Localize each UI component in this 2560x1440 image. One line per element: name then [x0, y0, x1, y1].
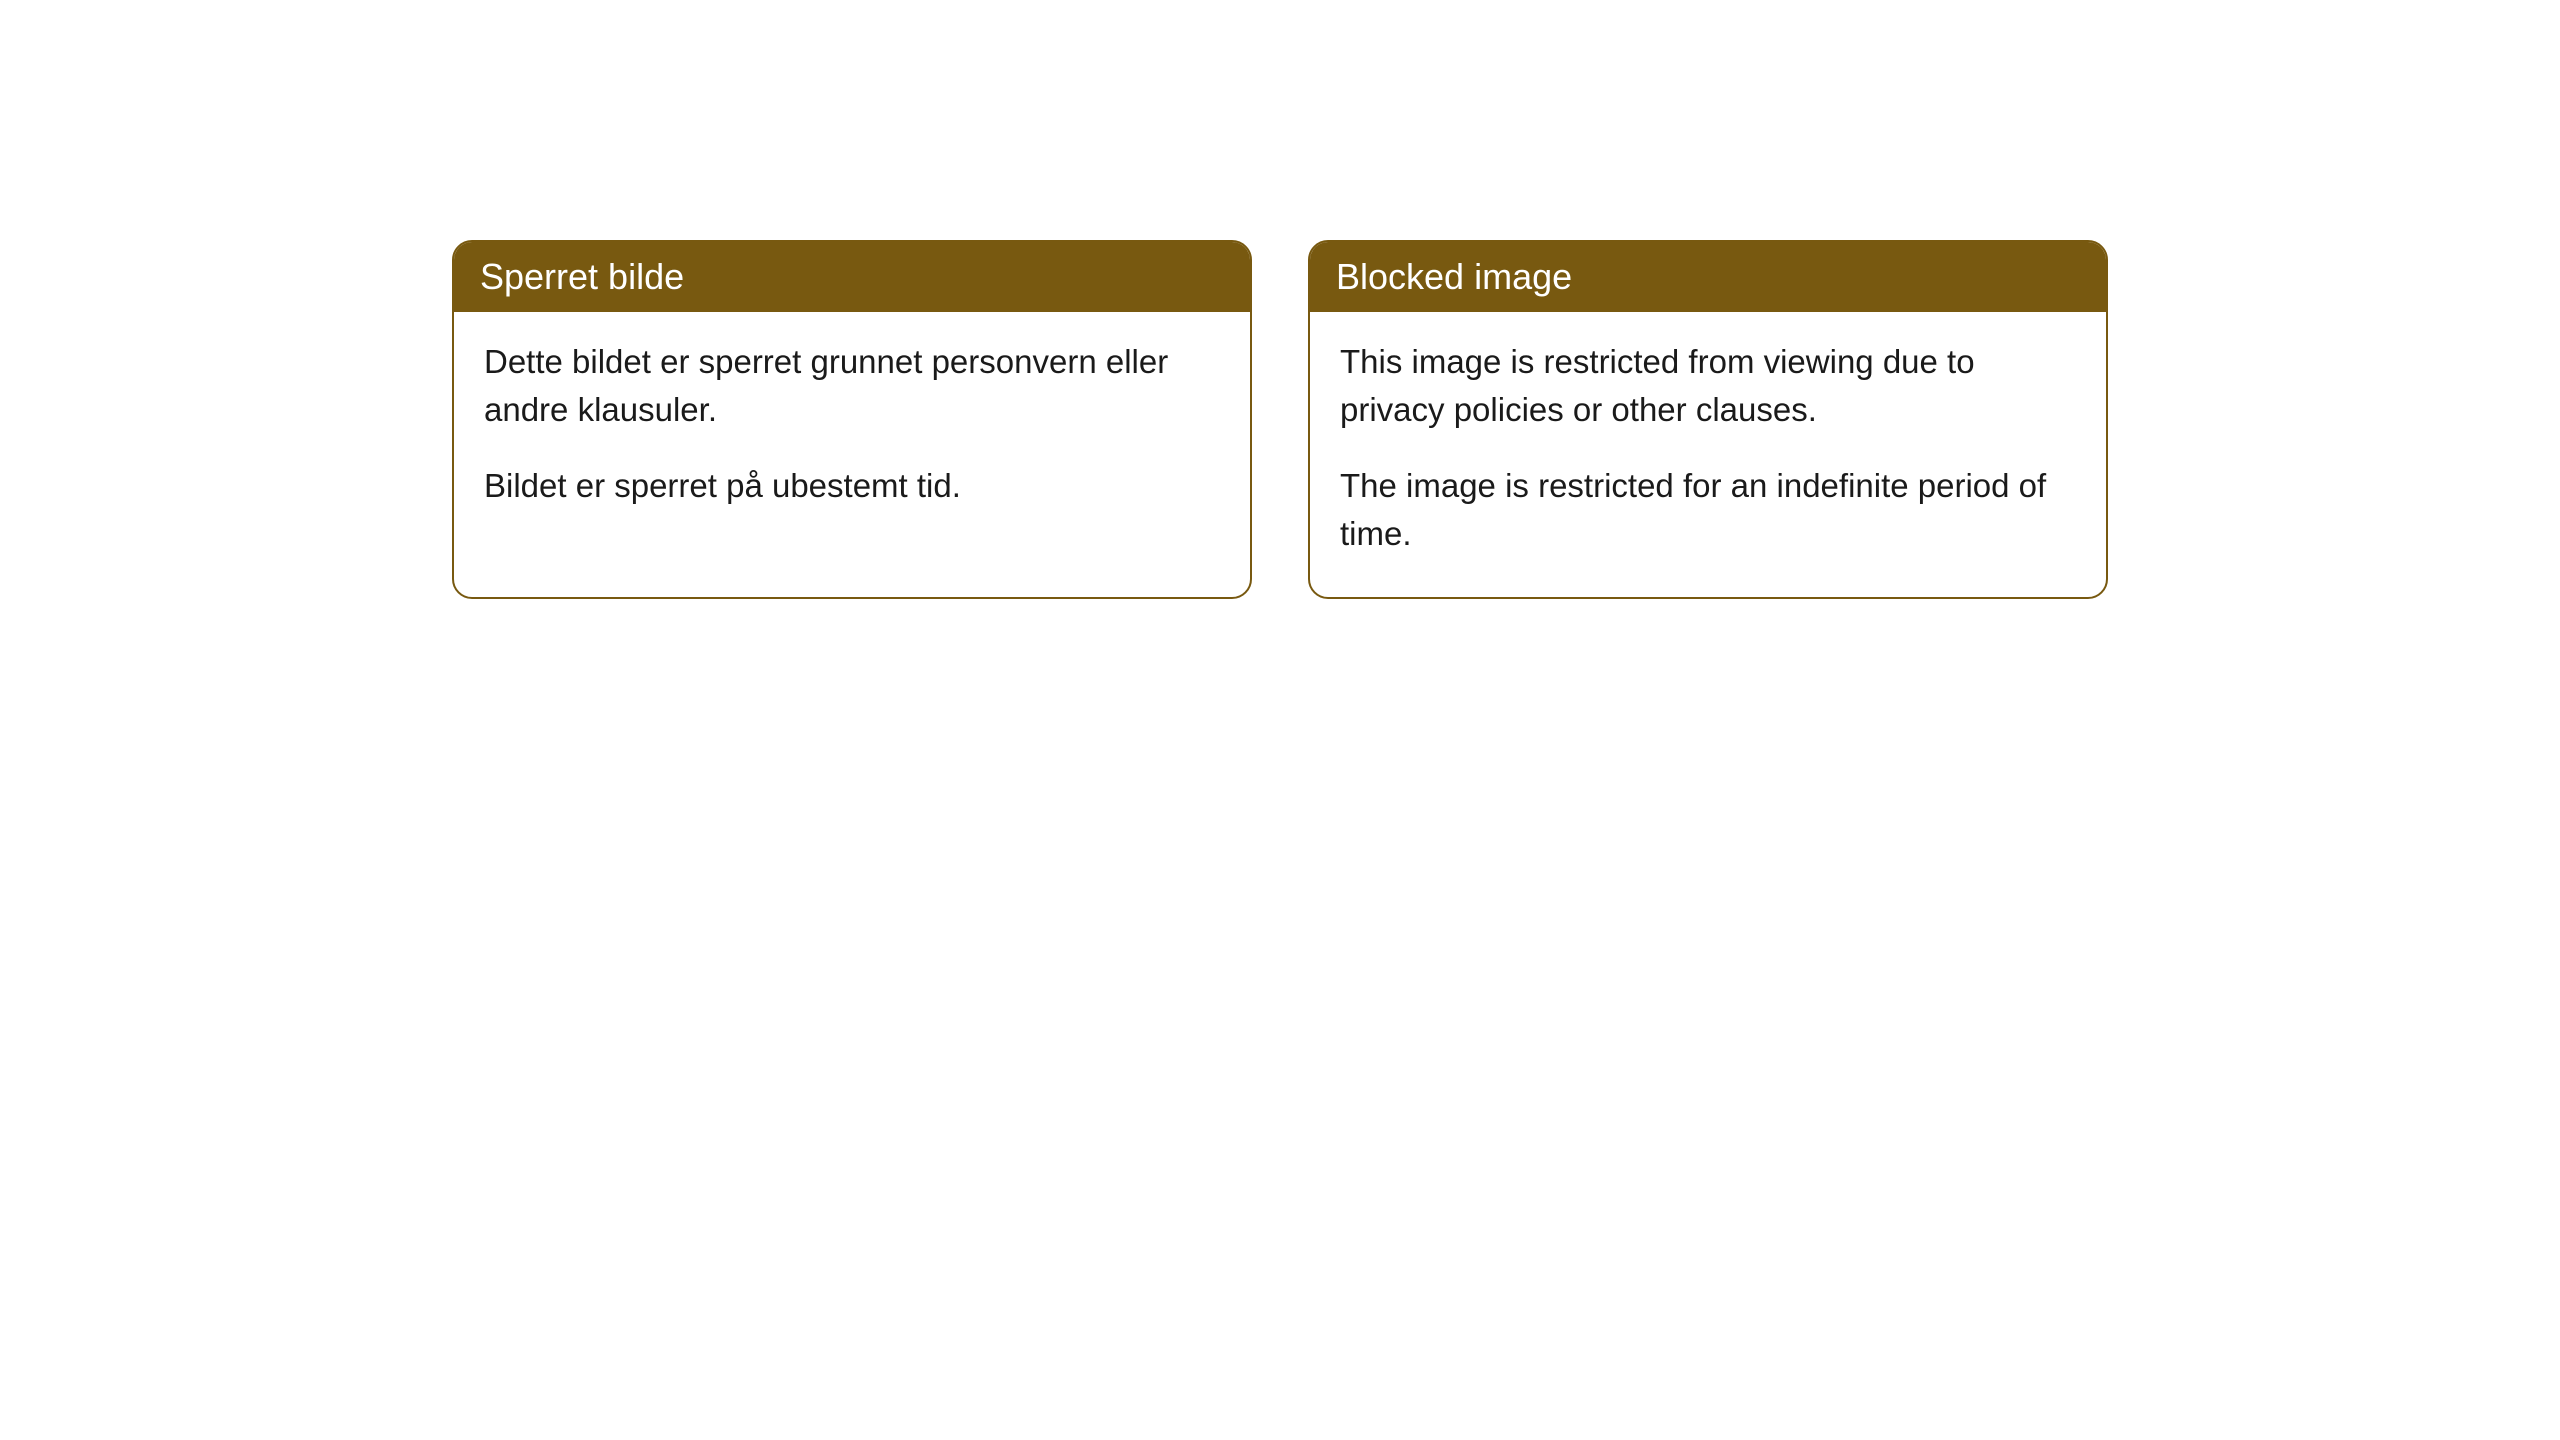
card-body: Dette bildet er sperret grunnet personve…	[454, 312, 1250, 550]
blocked-image-card-norwegian: Sperret bilde Dette bildet er sperret gr…	[452, 240, 1252, 599]
card-body: This image is restricted from viewing du…	[1310, 312, 2106, 597]
card-header: Sperret bilde	[454, 242, 1250, 312]
card-header: Blocked image	[1310, 242, 2106, 312]
blocked-image-card-english: Blocked image This image is restricted f…	[1308, 240, 2108, 599]
card-title: Sperret bilde	[480, 256, 684, 297]
card-paragraph: Bildet er sperret på ubestemt tid.	[484, 462, 1220, 510]
card-paragraph: This image is restricted from viewing du…	[1340, 338, 2076, 434]
notice-cards-container: Sperret bilde Dette bildet er sperret gr…	[452, 240, 2108, 599]
card-paragraph: Dette bildet er sperret grunnet personve…	[484, 338, 1220, 434]
card-paragraph: The image is restricted for an indefinit…	[1340, 462, 2076, 558]
card-title: Blocked image	[1336, 256, 1572, 297]
